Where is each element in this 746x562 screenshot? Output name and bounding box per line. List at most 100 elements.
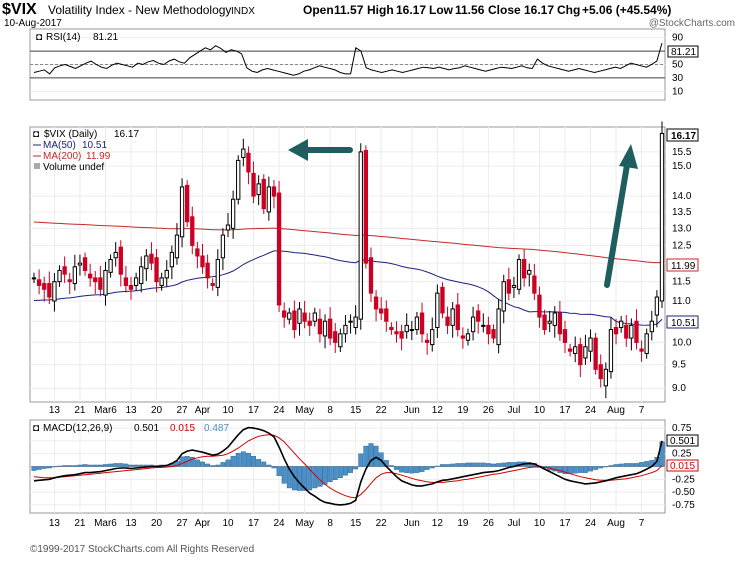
x-axis-label: 20 xyxy=(151,518,163,529)
candle xyxy=(486,316,491,345)
x-axis-label: 27 xyxy=(177,518,189,529)
candle-body xyxy=(236,159,241,200)
macd-histogram-bar xyxy=(87,464,93,467)
candle-body xyxy=(338,333,343,348)
candle xyxy=(266,176,272,221)
x-axis-label: 13 xyxy=(125,405,137,416)
macd-histogram-bar xyxy=(618,463,624,467)
candle-body xyxy=(394,331,399,335)
candle-body xyxy=(103,269,108,296)
ma50-value-label: 10.51 xyxy=(671,318,696,329)
macd-histogram-bar xyxy=(342,466,348,476)
candle xyxy=(639,340,644,362)
candle xyxy=(210,278,215,291)
candle-body xyxy=(654,296,660,316)
candle-body xyxy=(98,277,103,290)
candle-body xyxy=(603,368,608,387)
x-axis-label: 22 xyxy=(376,405,388,416)
macd-histogram-bar xyxy=(455,463,461,467)
candle-body xyxy=(302,312,307,322)
macd-histogram-bar xyxy=(337,466,343,478)
candle xyxy=(271,180,277,209)
macd-histogram-bar xyxy=(424,466,430,470)
candle-body xyxy=(230,198,236,229)
candle-body xyxy=(501,281,506,312)
candle xyxy=(511,276,517,298)
close-value: 16.17 xyxy=(524,3,554,17)
candle xyxy=(516,254,522,295)
candle-body xyxy=(88,273,93,279)
chart-exchange: INDX xyxy=(231,6,255,17)
macd-histogram-bar xyxy=(450,463,456,467)
macd-histogram-bar xyxy=(72,465,78,467)
candle xyxy=(200,243,205,274)
candle-body xyxy=(573,346,578,354)
x-axis-label: 26 xyxy=(483,405,495,416)
candle-body xyxy=(36,279,42,286)
candle xyxy=(496,298,501,354)
macd-histogram-bar xyxy=(496,463,502,467)
macd-histogram-bar xyxy=(302,466,308,491)
price-tick-label: 15.5 xyxy=(672,147,692,158)
candle xyxy=(353,305,358,335)
candle-body xyxy=(455,304,460,331)
candle xyxy=(220,228,226,271)
macd-histogram-bar xyxy=(138,464,144,467)
last-close-box xyxy=(666,128,699,142)
candle-body xyxy=(307,320,312,326)
candle-body xyxy=(185,184,190,223)
macd-histogram-bar xyxy=(133,464,139,467)
macd-histogram-bar xyxy=(414,466,420,473)
candlesticks xyxy=(31,121,665,399)
candle xyxy=(384,300,389,332)
candle xyxy=(593,332,598,375)
candle xyxy=(649,310,654,341)
candle-body xyxy=(93,277,98,283)
candle xyxy=(537,286,542,328)
candle xyxy=(307,312,312,336)
candle xyxy=(445,306,450,335)
price-tick-label: 9.0 xyxy=(672,383,686,394)
candle-body xyxy=(368,257,374,294)
candle-body xyxy=(486,324,491,335)
macd-histogram-bar xyxy=(588,466,593,472)
candle-body xyxy=(82,257,88,271)
candle xyxy=(460,327,466,349)
candle xyxy=(618,316,624,333)
candle xyxy=(302,300,307,329)
candle xyxy=(108,254,113,278)
candle-body xyxy=(47,283,52,298)
candle-body xyxy=(118,246,123,275)
x-axis-label: May xyxy=(295,518,314,529)
candle xyxy=(634,309,639,350)
macd-histogram-bar xyxy=(353,466,359,470)
x-axis-label: 12 xyxy=(432,518,444,529)
candle-body xyxy=(476,310,481,322)
chg-value: +5.06 (+45.54%) xyxy=(582,3,671,17)
candle-body xyxy=(363,149,369,264)
macd-histogram-bar xyxy=(440,464,445,467)
candle xyxy=(327,307,333,346)
macd-histogram-bar xyxy=(623,463,629,467)
candle xyxy=(287,307,292,325)
x-axis-label: 21 xyxy=(74,518,86,529)
macd-x-axis-labels: 13 21 Mar6 13 20 27 Apr 10 17 24 May 8 15 22 Jun 12 19 26… xyxy=(49,518,645,529)
candle-body xyxy=(629,324,634,339)
candle xyxy=(654,290,660,328)
x-axis-label: 26 xyxy=(483,518,495,529)
macd-histogram-bar xyxy=(46,466,52,469)
macd-legend-macd: 0.501 xyxy=(134,423,159,434)
candle-body xyxy=(618,320,624,328)
candle-body xyxy=(532,275,537,294)
candle xyxy=(205,254,210,289)
open-value: 11.57 xyxy=(334,3,364,17)
macd-histogram-bar xyxy=(240,451,246,467)
macd-histogram-bar xyxy=(266,464,272,467)
candle-body xyxy=(128,284,134,290)
candle xyxy=(261,174,266,214)
candle-body xyxy=(256,183,261,196)
candle-body xyxy=(373,296,379,310)
candle xyxy=(297,302,302,336)
price-x-axis-labels: 13 21 Mar6 13 20 27 Apr 10 17 24 May 8 15 22 Jun 12 19 26… xyxy=(49,405,645,416)
candle xyxy=(481,313,486,333)
